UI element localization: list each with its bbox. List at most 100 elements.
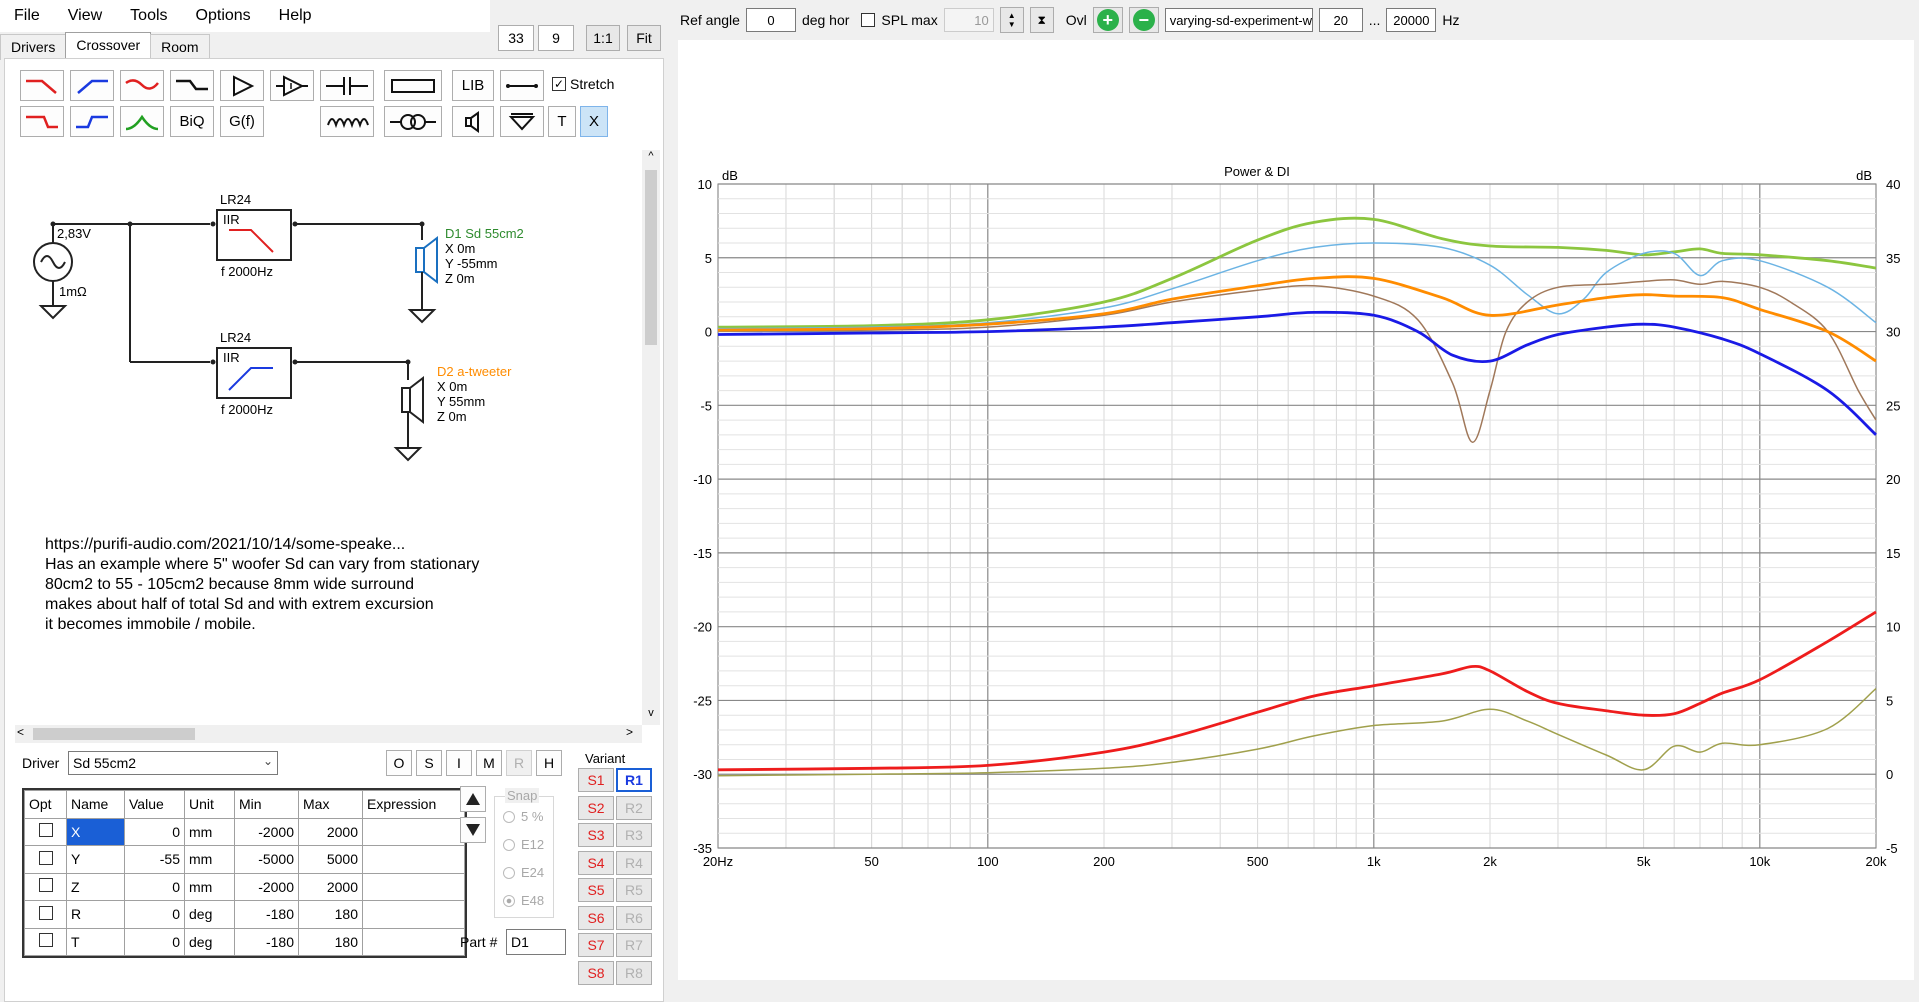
scroll-up-icon[interactable]: ^ [648,150,654,162]
expression-cell[interactable] [362,927,465,956]
zoom-1to1-button[interactable]: 1:1 [586,25,620,51]
max-cell[interactable]: 180 [298,900,363,929]
opt-cell[interactable] [24,872,67,901]
shelf-filter-icon[interactable] [170,70,214,101]
menu-file[interactable]: File [14,7,40,24]
variant-r4-button[interactable]: R4 [616,851,652,875]
mode-s-button[interactable]: S [416,750,442,776]
table-row[interactable]: X 0 mm -2000 2000 [24,817,465,846]
highpass-blue-icon[interactable] [70,70,114,101]
max-cell[interactable]: 2000 [298,872,363,901]
add-overlay-button[interactable]: + [1092,7,1123,33]
mode-i-button[interactable]: I [446,750,472,776]
project-name-input[interactable]: varying-sd-experiment-w [1164,8,1313,32]
mode-h-button[interactable]: H [536,750,562,776]
freq-max-input[interactable]: 20000 [1386,8,1437,32]
opt-checkbox[interactable] [38,905,53,920]
text-tool-button[interactable]: T [548,106,576,137]
wire-icon[interactable] [500,70,544,101]
expression-cell[interactable] [362,872,465,901]
menu-tools[interactable]: Tools [130,7,168,24]
table-row[interactable]: R 0 deg -180 180 [24,900,465,929]
max-cell[interactable]: 5000 [298,845,363,874]
remove-overlay-button[interactable]: − [1128,7,1159,33]
ref-angle-input[interactable]: 0 [745,8,796,32]
table-row[interactable]: Y -55 mm -5000 5000 [24,845,465,874]
horizontal-scroll-thumb[interactable] [33,728,195,740]
max-cell[interactable]: 2000 [298,817,363,846]
biquad-button[interactable]: BiQ [170,106,214,137]
lowpass-red-alt-icon[interactable] [20,106,64,137]
value-cell[interactable]: -55 [124,845,185,874]
value-cell[interactable]: 0 [124,900,185,929]
schematic-canvas[interactable]: 2,83V 1mΩ LR24 IIR f 2000Hz LR24 IIR f 2… [15,150,642,725]
snap-option[interactable]: E12 [503,837,544,852]
mode-m-button[interactable]: M [476,750,502,776]
table-row[interactable]: Z 0 mm -2000 2000 [24,872,465,901]
snap-option[interactable]: E48 [503,893,544,908]
zoom-fit-button[interactable]: Fit [627,25,661,51]
name-cell[interactable]: X [66,817,125,846]
variant-r7-button[interactable]: R7 [616,933,652,957]
name-cell[interactable]: T [66,927,125,956]
variant-r8-button[interactable]: R8 [616,961,652,985]
power-di-chart[interactable]: 20Hz 50 100 200 500 1k 2k 5k 10k 20k1050-5-10-15-… [678,40,1914,980]
min-cell[interactable]: -180 [234,900,299,929]
expression-cell[interactable] [362,845,465,874]
opt-cell[interactable] [24,845,67,874]
name-cell[interactable]: R [66,900,125,929]
menu-help[interactable]: Help [278,7,312,24]
variant-s5-button[interactable]: S5 [578,878,614,902]
spl-max-checkbox[interactable] [861,13,876,27]
tab-room[interactable]: Room [150,34,210,60]
opt-checkbox[interactable] [38,878,53,893]
min-cell[interactable]: -5000 [234,845,299,874]
min-cell[interactable]: -180 [234,927,299,956]
transfer-function-button[interactable]: G(f) [220,106,264,137]
move-down-button[interactable] [460,817,486,843]
scroll-down-icon[interactable]: v [648,707,654,719]
variant-s1-button[interactable]: S1 [578,768,614,792]
opt-cell[interactable] [24,927,67,956]
opt-checkbox[interactable] [38,850,53,865]
variant-s3-button[interactable]: S3 [578,823,614,847]
chart-panel[interactable]: 20Hz 50 100 200 500 1k 2k 5k 10k 20k 10 5 0 -5 -10 -15-… [678,40,1914,980]
name-cell[interactable]: Z [66,872,125,901]
opt-checkbox[interactable] [38,933,53,948]
variant-r3-button[interactable]: R3 [616,823,652,847]
mode-o-button[interactable]: O [386,750,412,776]
transformer-icon[interactable] [384,106,442,137]
variant-r5-button[interactable]: R5 [616,878,652,902]
value-cell[interactable]: 0 [124,872,185,901]
part-number-input[interactable]: D1 [506,929,566,955]
opt-cell[interactable] [24,817,67,846]
amplifier-icon[interactable] [220,70,264,101]
mode-r-button[interactable]: R [506,750,532,776]
resistor-icon[interactable] [384,70,442,101]
scroll-left-icon[interactable]: < [17,725,25,739]
min-cell[interactable]: -2000 [234,872,299,901]
zoom-9-button[interactable]: 9 [538,25,574,51]
table-row[interactable]: T 0 deg -180 180 [24,927,465,956]
menu-options[interactable]: Options [195,7,251,24]
schematic-vertical-scrollbar[interactable]: ^ v [642,150,660,725]
schematic-horizontal-scrollbar[interactable]: < > [15,725,642,743]
stretch-checkbox[interactable]: ✓ Stretch [552,76,614,92]
capacitor-icon[interactable] [320,70,374,101]
library-button[interactable]: LIB [452,70,494,101]
lowpass-red-icon[interactable] [20,70,64,101]
spl-max-input[interactable]: 10 [943,8,994,32]
value-cell[interactable]: 0 [124,927,185,956]
spin-up-down-icon[interactable]: ▲ ▼ [999,7,1024,33]
variant-r6-button[interactable]: R6 [616,906,652,930]
variant-s7-button[interactable]: S7 [578,933,614,957]
value-cell[interactable]: 0 [124,817,185,846]
opt-checkbox[interactable] [38,823,53,838]
expression-cell[interactable] [362,900,465,929]
move-up-button[interactable] [460,786,486,812]
variant-s6-button[interactable]: S6 [578,906,614,930]
x-tool-button[interactable]: X [580,106,608,137]
inductor-icon[interactable] [320,106,374,137]
tab-drivers[interactable]: Drivers [0,34,67,60]
name-cell[interactable]: Y [66,845,125,874]
